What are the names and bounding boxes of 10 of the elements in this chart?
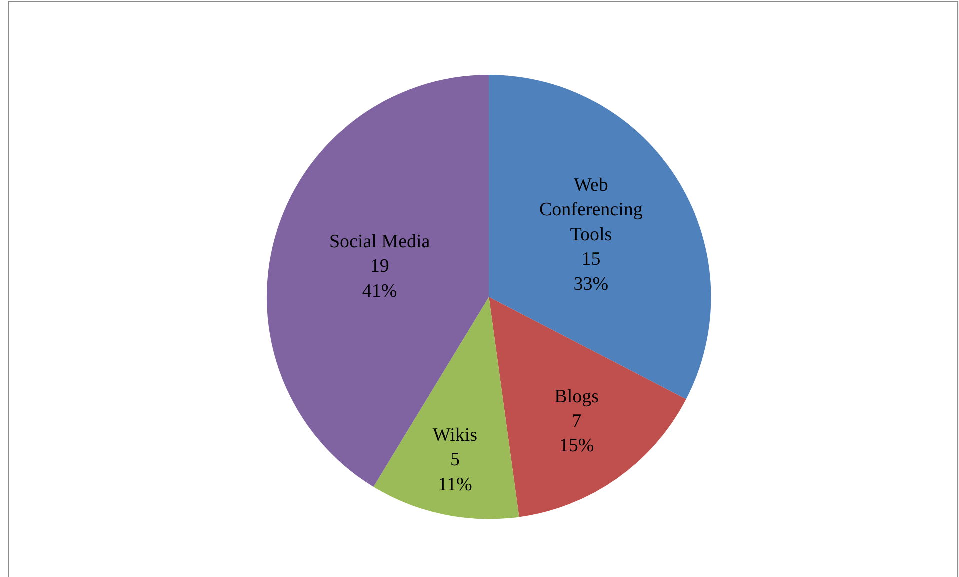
data-label: 7 15% bbox=[559, 410, 594, 457]
slice-label: Blogs bbox=[554, 386, 600, 408]
data-label: 19 41% bbox=[362, 256, 398, 302]
data-label: 15 33% bbox=[574, 249, 609, 295]
slice-label: Web Conferencing Tools bbox=[539, 175, 644, 246]
pie-slice bbox=[374, 297, 520, 520]
data-label: 5 11% bbox=[438, 450, 472, 496]
slice-label: Social Media bbox=[329, 231, 431, 252]
pie-slice bbox=[489, 297, 686, 518]
slice-label: Wikis bbox=[432, 424, 478, 446]
